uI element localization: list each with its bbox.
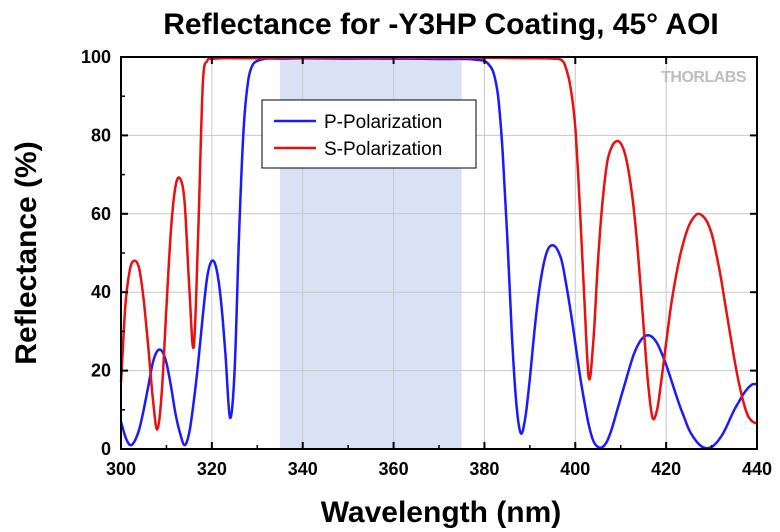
x-axis-label: Wavelength (nm)	[321, 496, 562, 529]
y-tick-label: 40	[91, 282, 111, 302]
thorlabs-watermark: THORLABS	[661, 69, 747, 86]
legend-label-s-polarization: S-Polarization	[324, 139, 442, 160]
data-series	[119, 56, 758, 450]
x-tick-label: 320	[197, 459, 227, 479]
x-tick-label: 360	[379, 459, 409, 479]
y-tick-label: 60	[91, 204, 111, 224]
chart-title: Reflectance for -Y3HP Coating, 45° AOI	[163, 8, 718, 41]
y-tick-label: 80	[91, 125, 111, 145]
legend: P-Polarization S-Polarization	[261, 99, 477, 169]
x-tick-label: 340	[288, 459, 318, 479]
series-line-p-polarization	[119, 56, 758, 450]
axis-ticks: 300 320 340 360 380 400 420 440 0 20 40 60 80 100	[81, 47, 772, 479]
series-line-s-polarization	[119, 56, 758, 431]
x-tick-label: 380	[469, 459, 499, 479]
legend-label-p-polarization: P-Polarization	[324, 112, 442, 133]
x-tick-label: 440	[742, 459, 772, 479]
y-axis-label: Reflectance (%)	[10, 141, 43, 364]
x-tick-label: 400	[560, 459, 590, 479]
legend-box	[261, 99, 477, 169]
x-tick-label: 300	[106, 459, 136, 479]
y-tick-label: 0	[101, 439, 111, 459]
x-tick-label: 420	[651, 459, 681, 479]
y-tick-label: 100	[81, 47, 111, 67]
y-tick-label: 20	[91, 361, 111, 381]
